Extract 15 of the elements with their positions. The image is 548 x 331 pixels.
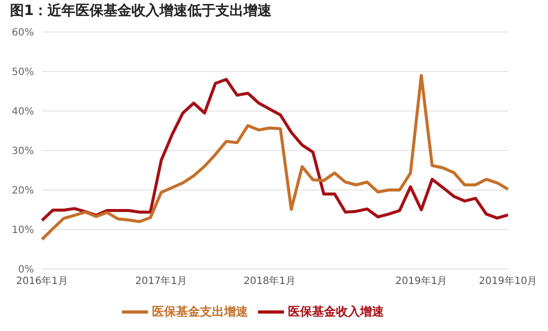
y-tick-label: 40%	[12, 106, 34, 118]
y-tick-label: 50%	[12, 67, 34, 78]
x-tick-label: 2017年1月	[135, 275, 188, 288]
y-tick-label: 20%	[12, 186, 34, 197]
legend-label: 医保基金收入增速	[288, 304, 384, 318]
x-tick-label: 2019年1月	[395, 275, 448, 288]
y-tick-label: 60%	[12, 28, 34, 39]
chart-title: 图1：近年医保基金收入增速低于支出增速	[9, 2, 273, 21]
x-tick-label: 2018年1月	[244, 275, 296, 288]
x-tick-label: 2016年1月	[16, 275, 68, 288]
legend-label: 医保基金支出增速	[152, 304, 248, 318]
y-tick-label: 30%	[12, 146, 34, 158]
y-tick-label: 10%	[12, 225, 34, 236]
y-tick-label: 0%	[18, 264, 34, 276]
x-tick-label: 2019年10月	[478, 275, 538, 288]
